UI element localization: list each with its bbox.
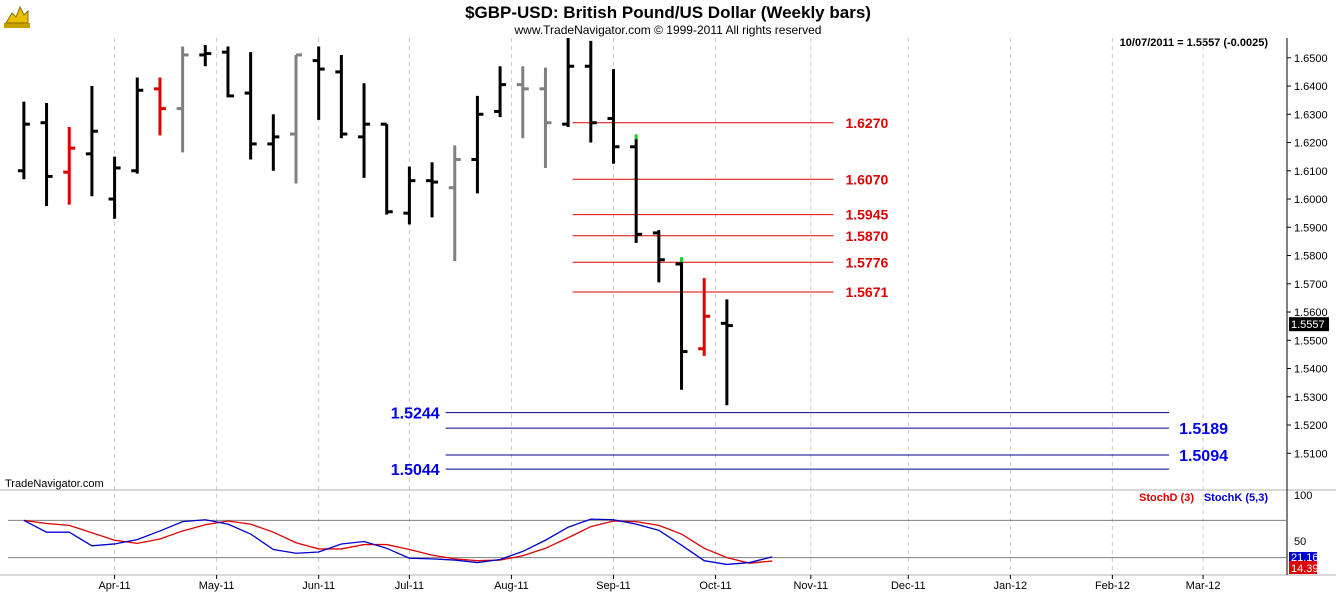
x-axis: Apr-11 May-11 Jun-11 Jul-11 Aug-11 Sep-11 Oct-… bbox=[98, 575, 1221, 592]
x-tick-label: Mar-12 bbox=[1186, 580, 1221, 592]
watermark: TradeNavigator.com bbox=[5, 478, 104, 490]
stochk-line bbox=[23, 518, 773, 566]
resistance-label: 1.5870 bbox=[845, 228, 888, 244]
x-tick-label: Sep-11 bbox=[596, 580, 631, 592]
support-label: 1.5044 bbox=[391, 462, 440, 479]
x-tick-label: Oct-11 bbox=[699, 580, 731, 592]
ohlc-bar bbox=[17, 101, 30, 180]
ohlc-bar bbox=[607, 69, 620, 164]
x-tick-label: Apr-11 bbox=[98, 580, 130, 592]
resistance-label: 1.5776 bbox=[845, 254, 888, 270]
x-tick-label: Jun-11 bbox=[302, 580, 335, 592]
y-tick-label: 1.5800 bbox=[1294, 251, 1328, 263]
resistance-label: 1.6270 bbox=[845, 115, 888, 131]
y-tick-label: 1.5900 bbox=[1294, 222, 1328, 234]
stochk-legend: StochK (5,3) bbox=[1204, 492, 1269, 504]
stochd-badge-label: 14.39 bbox=[1291, 563, 1319, 575]
ohlc-bar bbox=[698, 278, 711, 356]
y-tick-label: 1.5300 bbox=[1294, 392, 1328, 404]
support-label: 1.5094 bbox=[1179, 448, 1228, 465]
x-tick-label: Feb-12 bbox=[1095, 580, 1130, 592]
resistance-label: 1.5671 bbox=[845, 284, 888, 300]
ohlc-bar bbox=[652, 230, 665, 283]
ohlc-bar bbox=[244, 52, 257, 160]
ohlc-bar bbox=[675, 261, 688, 390]
ohlc-bar bbox=[380, 122, 393, 215]
y-tick-label: 1.5700 bbox=[1294, 279, 1328, 291]
x-tick-label: May-11 bbox=[199, 580, 235, 592]
ohlc-bar bbox=[176, 46, 189, 153]
logo-icon bbox=[4, 5, 30, 28]
ohlc-bar bbox=[335, 54, 348, 139]
ohlc-bar bbox=[516, 66, 529, 139]
stochk-badge bbox=[1289, 552, 1317, 562]
ohlc-bar bbox=[131, 77, 144, 174]
stochd-badge bbox=[1289, 561, 1317, 574]
last-quote: 10/07/2011 = 1.5557 (-0.0025) bbox=[1120, 37, 1269, 49]
ohlc-bar bbox=[199, 45, 212, 67]
x-tick-label: Aug-11 bbox=[494, 580, 529, 592]
y-tick-label: 1.6400 bbox=[1294, 81, 1328, 93]
y-tick-label: 1.5400 bbox=[1294, 364, 1328, 376]
stoch-y-tick-label: 50 bbox=[1294, 536, 1306, 548]
stochd-line bbox=[23, 519, 773, 564]
last-price-label: 1.5557 bbox=[1291, 319, 1325, 331]
ohlc-bar bbox=[630, 138, 643, 243]
x-tick-label: Jul-11 bbox=[395, 580, 424, 592]
ohlc-bar bbox=[40, 102, 53, 207]
y-tick-label: 1.5600 bbox=[1294, 307, 1328, 319]
y-tick-label: 1.6100 bbox=[1294, 166, 1328, 178]
ohlc-bar bbox=[494, 66, 507, 118]
y-tick-label: 1.6500 bbox=[1294, 53, 1328, 65]
ohlc-bar bbox=[584, 40, 597, 143]
x-tick-label: Dec-11 bbox=[891, 580, 926, 592]
price-panel: 1.6500 1.6400 1.6300 1.6200 1.6100 1.6000 1.59… bbox=[0, 38, 1336, 576]
y-tick-label: 1.5100 bbox=[1294, 448, 1328, 460]
y-tick-label: 1.5200 bbox=[1294, 420, 1328, 432]
y-tick-label: 1.6000 bbox=[1294, 194, 1328, 206]
ohlc-bar bbox=[153, 77, 166, 136]
y-tick-label: 1.5500 bbox=[1294, 335, 1328, 347]
stoch-y-tick-label: 100 bbox=[1294, 490, 1312, 502]
ohlc-bar bbox=[290, 53, 303, 184]
resistance-label: 1.5945 bbox=[845, 207, 888, 223]
ohlc-bar bbox=[562, 38, 575, 127]
ohlc-bar bbox=[63, 126, 76, 205]
x-tick-label: Nov-11 bbox=[793, 580, 828, 592]
stochd-legend: StochD (3) bbox=[1139, 492, 1194, 504]
ohlc-bar bbox=[720, 299, 733, 406]
ohlc-bar bbox=[312, 46, 325, 120]
ohlc-bar bbox=[267, 114, 280, 171]
ohlc-bar bbox=[221, 46, 234, 98]
x-tick-label: Jan-12 bbox=[994, 580, 1028, 592]
ohlc-bar bbox=[448, 145, 461, 262]
chart-subtitle: www.TradeNavigator.com © 1999-2011 All r… bbox=[514, 23, 822, 37]
y-tick-label: 1.6300 bbox=[1294, 109, 1328, 121]
resistance-label: 1.6070 bbox=[845, 171, 888, 187]
ohlc-bar bbox=[471, 95, 484, 194]
y-tick-label: 1.6200 bbox=[1294, 138, 1328, 150]
ohlc-bar bbox=[426, 162, 439, 218]
ohlc-bar bbox=[539, 67, 552, 168]
support-label: 1.5189 bbox=[1179, 421, 1228, 438]
ohlc-bar bbox=[108, 156, 121, 219]
support-label: 1.5244 bbox=[391, 406, 440, 423]
last-price-badge bbox=[1289, 317, 1329, 332]
chart-title: $GBP-USD: British Pound/US Dollar (Weekl… bbox=[465, 3, 871, 22]
ohlc-bar bbox=[403, 166, 416, 225]
ohlc-bar bbox=[358, 83, 371, 178]
ohlc-bar bbox=[85, 86, 98, 197]
